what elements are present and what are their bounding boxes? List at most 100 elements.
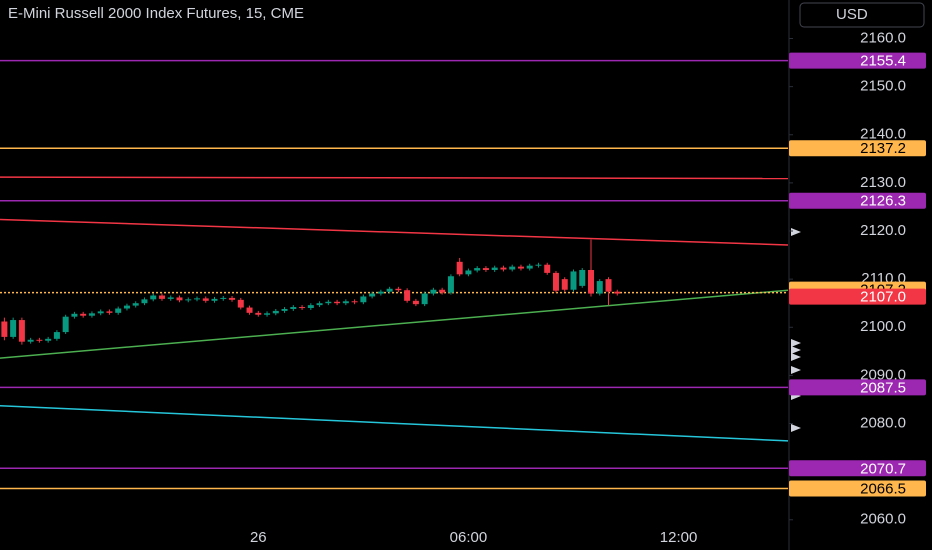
candle-body [369,293,376,297]
candle-body [10,320,17,337]
candle-body [27,339,34,342]
candle-body [62,316,69,333]
y-tick-label: 2130.0 [860,174,906,191]
candle-body [106,311,113,313]
candle-body [430,289,437,294]
candle-body [421,293,428,305]
candle-body [491,267,498,270]
y-tick-label: 2100.0 [860,318,906,335]
candle-body [404,290,411,301]
level-label: 2126.3 [860,193,906,210]
candle-body [264,313,271,315]
candle-body [552,272,559,291]
axis-marker [791,339,801,347]
currency-label[interactable]: USD [836,6,868,23]
candle-body [1,321,8,337]
candle-body [307,305,314,309]
candle-body [141,299,148,304]
y-tick-label: 2080.0 [860,414,906,431]
trendline [0,218,789,246]
candle-body [570,271,577,290]
candle-body [158,295,165,299]
y-tick-label: 2150.0 [860,78,906,95]
x-tick-label: 12:00 [660,529,698,546]
axis-marker [791,346,801,354]
candle-body [456,261,463,275]
candle-body [229,297,236,300]
candle-body [526,265,533,269]
candle-body [150,295,157,300]
candle-body [88,313,95,316]
candle-body [517,266,524,269]
candle-body [474,268,481,271]
candle-body [176,297,183,301]
candle-body [237,299,244,308]
candle-body [509,266,516,270]
candle-body [220,297,227,299]
candle-body [281,308,288,311]
candle-body [18,320,25,342]
candle-body [439,289,446,293]
candle-body [316,303,323,306]
level-label: 2070.7 [860,460,906,477]
y-tick-label: 2140.0 [860,126,906,143]
candle-body [255,312,262,315]
trendline [0,404,789,442]
candle-body [334,301,341,304]
y-tick-label: 2060.0 [860,511,906,528]
candle-body [36,339,43,341]
candle-body [185,299,192,301]
x-tick-label: 26 [250,529,267,546]
level-label-box [789,288,926,305]
candle-body [123,305,130,309]
y-tick-label: 2160.0 [860,29,906,46]
candle-body [500,267,507,270]
candle-body [412,300,419,305]
level-label: 2066.5 [860,480,906,497]
candle-body [351,301,358,303]
candle-body [132,303,139,306]
candle-body [80,313,87,316]
candle-body [167,297,174,299]
candle-body [596,281,603,294]
axis-marker [791,366,801,374]
level-label-box [789,480,926,497]
candle-body [588,269,594,294]
candle-body [360,296,367,303]
level-label: 2087.5 [860,379,906,396]
candle-body [544,264,551,273]
candle-body [377,291,384,294]
level-label: 2137.2 [860,140,906,157]
candle-body [290,307,297,309]
axis-marker [791,228,801,236]
candle-body [614,291,621,294]
candle-body [115,308,122,313]
candle-body [465,270,472,275]
level-label: 2155.4 [860,53,906,70]
candle-body [71,313,78,317]
candle-body [605,279,612,292]
level-label-box [789,140,926,157]
candle-body [561,279,568,290]
axis-marker [791,353,801,361]
candle-body [97,311,104,314]
candle-body [45,338,52,341]
candle-body [535,264,542,266]
trendline [0,176,789,180]
candle-body [299,307,306,309]
level-label: 2107.0 [860,289,906,306]
chart-title: E-Mini Russell 2000 Index Futures, 15, C… [8,5,304,22]
level-label-box [789,52,926,69]
currency-button[interactable] [799,2,925,28]
level-label-box [789,379,926,396]
candle-body [53,332,60,339]
candle-body [194,298,200,300]
candle-body [272,310,279,314]
candle-body [202,298,209,301]
axis-marker [791,424,801,432]
candle-body [386,288,393,292]
level-label-box [789,460,926,477]
candle-body [211,298,218,301]
